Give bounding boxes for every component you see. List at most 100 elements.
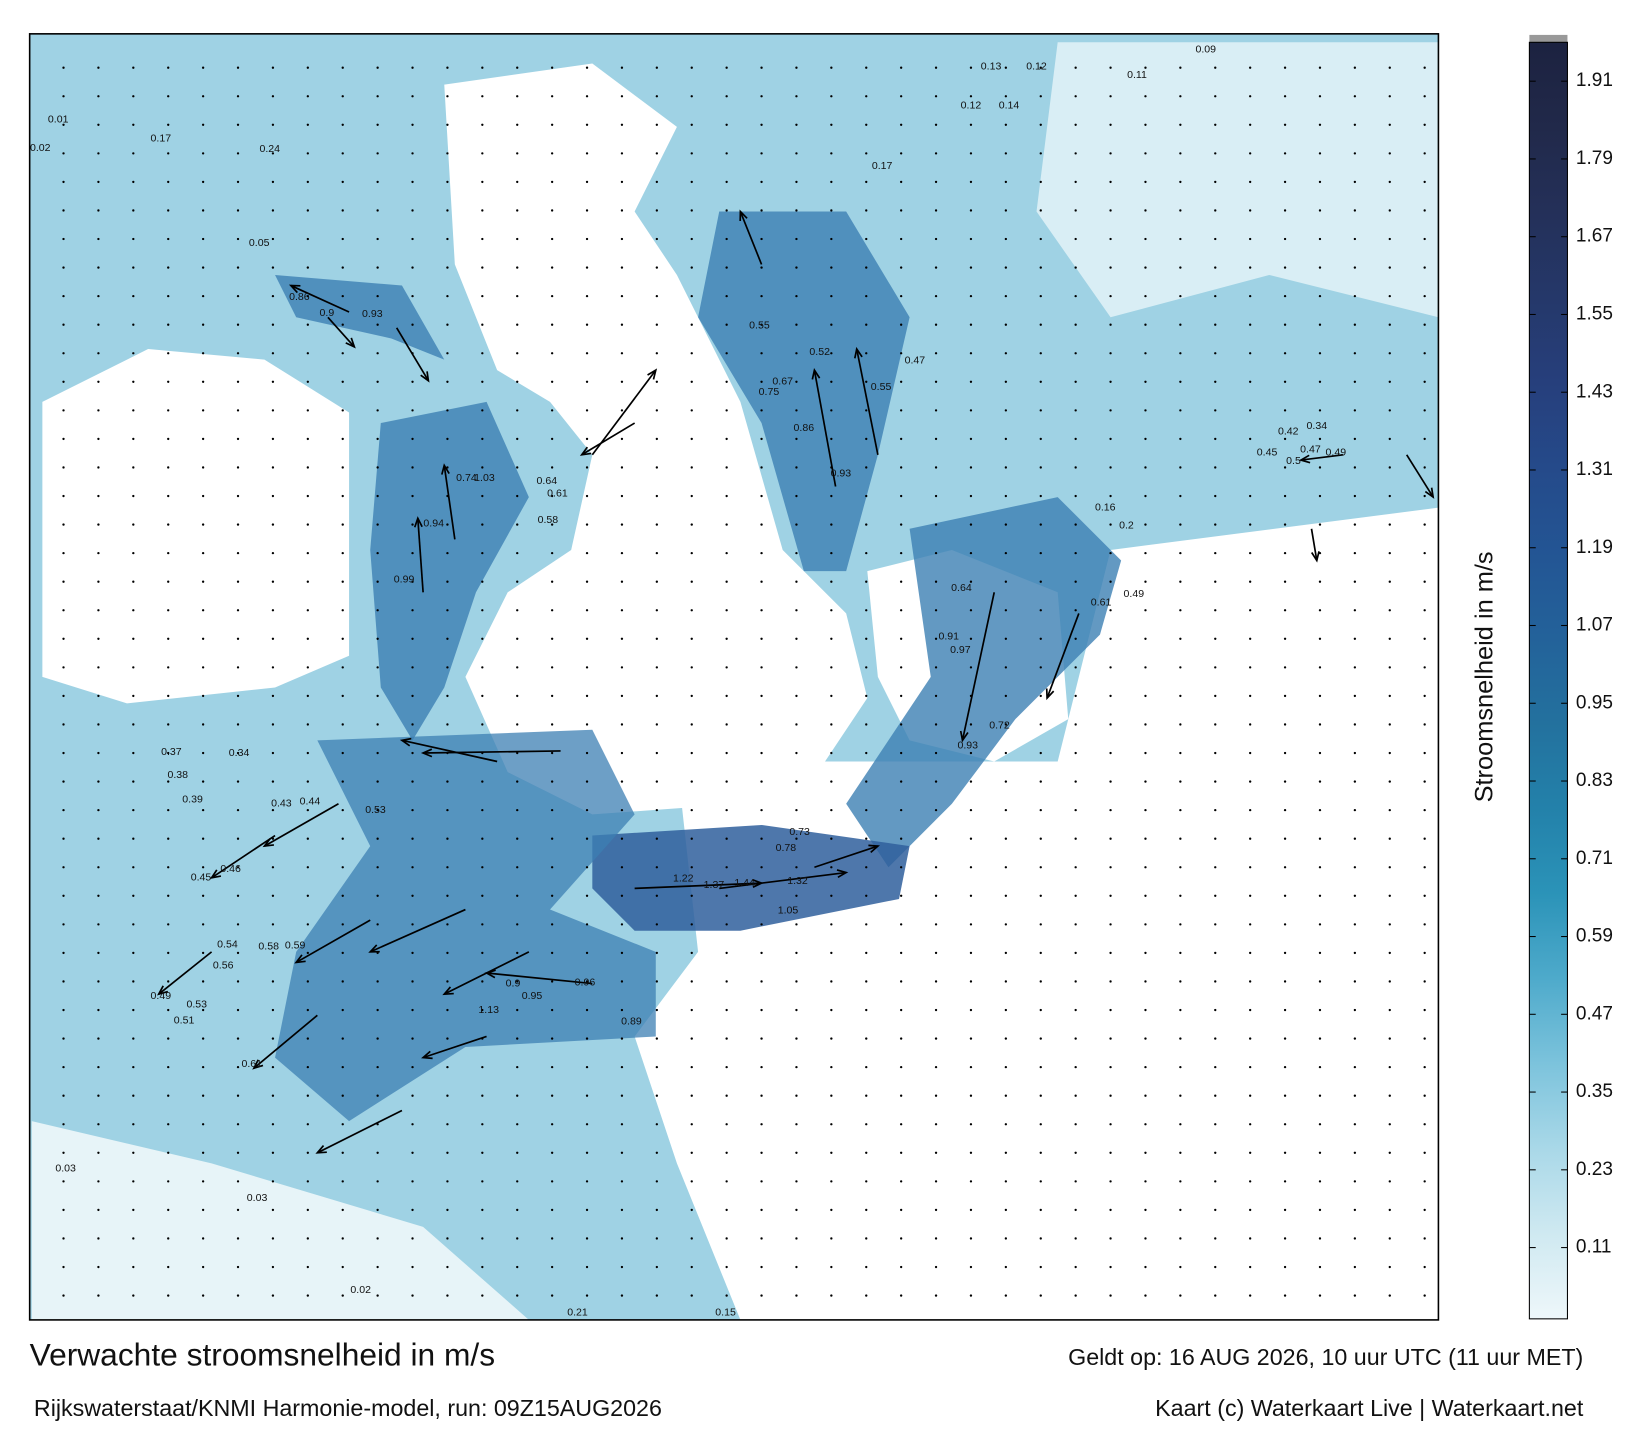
- velocity-label: 1.37: [704, 879, 725, 891]
- valid-time: Geldt op: 16 AUG 2026, 10 uur UTC (11 uu…: [1068, 1344, 1583, 1370]
- colorbar-tick-label: 1.43: [1576, 381, 1613, 402]
- velocity-label: 0.51: [174, 1014, 195, 1026]
- arrow: [369, 908, 466, 953]
- arrow: [327, 316, 355, 348]
- velocity-label: 0.47: [1300, 443, 1321, 455]
- colorbar-tick-label: 0.47: [1576, 1003, 1613, 1024]
- velocity-label: 0.49: [151, 990, 172, 1002]
- velocity-label: 0.9: [506, 977, 521, 989]
- velocity-label: 1.13: [478, 1004, 499, 1016]
- velocity-label: 0.11: [1127, 69, 1147, 81]
- velocity-label: 1.32: [787, 875, 808, 887]
- velocity-label: 0.75: [759, 386, 780, 398]
- channel: [846, 497, 1122, 868]
- map-frame: [28, 33, 1440, 1321]
- arrow-head: [868, 844, 880, 854]
- arrow: [1046, 613, 1080, 699]
- velocity-label: 0.52: [809, 346, 830, 358]
- arrow: [416, 518, 424, 593]
- colorbar-ticks: 0.11 0.23 0.35 0.47 0.59 0.71 0.83 0.95 1.07 1.19…: [1529, 70, 1613, 1258]
- arrow: [295, 919, 371, 964]
- arrow-head: [647, 368, 658, 380]
- colorbar-tick-label: 0.71: [1576, 848, 1613, 869]
- colorbar-cap: [1529, 34, 1568, 43]
- arrow: [422, 1035, 487, 1059]
- velocity-label: 0.67: [772, 376, 793, 388]
- velocity-label: 0.61: [241, 1058, 262, 1070]
- velocity-label: 0.78: [776, 842, 797, 854]
- colorbar-label: Stroomsnelheid in m/s: [1471, 551, 1499, 802]
- arrow: [253, 1014, 318, 1069]
- velocity-label: 0.02: [350, 1284, 371, 1296]
- velocity-label: 0.55: [871, 381, 892, 393]
- arrow: [1300, 453, 1344, 461]
- arrow: [401, 739, 498, 763]
- arrow: [158, 951, 213, 995]
- velocity-label: 0.9: [320, 307, 335, 319]
- arrow: [581, 422, 636, 456]
- arrow-head: [836, 869, 849, 879]
- velocity-label: 0.59: [285, 939, 306, 951]
- velocity-label: 0.89: [621, 1015, 642, 1027]
- colorbar-tick-label: 0.95: [1576, 692, 1613, 713]
- channel: [592, 824, 910, 931]
- velocity-label: 0.93: [831, 468, 852, 480]
- shallow: [1036, 42, 1439, 318]
- velocity-label: 0.05: [249, 237, 270, 249]
- colorbar-tick-label: 0.35: [1576, 1081, 1613, 1102]
- arrow-head: [345, 337, 356, 349]
- arrow-head: [413, 516, 423, 528]
- velocity-label: 0.91: [938, 630, 959, 642]
- velocity-label: 0.2: [1119, 519, 1134, 531]
- velocity-label: 0.86: [794, 422, 815, 434]
- arrow: [316, 1109, 403, 1154]
- arrow-head: [442, 986, 454, 996]
- arrow-head: [441, 463, 450, 475]
- velocity-label: 0.17: [872, 160, 893, 172]
- channel: [275, 274, 445, 360]
- arrow-head: [262, 838, 275, 848]
- velocity-label: 0.61: [1091, 597, 1112, 609]
- colorbar-tick-label: 0.83: [1576, 770, 1613, 791]
- channel: [370, 401, 529, 741]
- arrow-head: [853, 346, 863, 359]
- velocity-labels: 0.860.9 0.931.030.74 0.640.610.580.990.940…: [30, 44, 1346, 1319]
- arrow-head: [368, 944, 380, 953]
- velocity-label: 0.97: [950, 644, 971, 656]
- arrow: [395, 327, 430, 382]
- velocity-label: 0.86: [289, 291, 310, 303]
- arrow-head: [421, 1050, 433, 1060]
- velocity-label: 0.21: [567, 1306, 588, 1318]
- velocity-label: 0.42: [1278, 425, 1299, 437]
- velocity-label: 0.46: [220, 863, 241, 875]
- velocity-label: 1.22: [673, 873, 694, 885]
- velocity-label: 0.43: [271, 798, 292, 810]
- velocity-label: 0.38: [167, 769, 188, 781]
- arrow: [739, 211, 763, 265]
- velocity-label: 0.37: [161, 746, 182, 758]
- velocity-label: 0.45: [1257, 446, 1278, 458]
- arrow-head: [1310, 551, 1320, 563]
- velocity-label: 0.09: [1195, 44, 1216, 56]
- arrow-head: [579, 446, 592, 456]
- colorbar-tick-label: 1.67: [1576, 226, 1613, 247]
- arrow-head: [252, 1059, 264, 1070]
- subtitle: Rijkswaterstaat/KNMI Harmonie-model, run…: [34, 1395, 662, 1421]
- arrow-head: [484, 969, 496, 979]
- velocity-label: 0.58: [538, 514, 559, 526]
- arrow: [1405, 454, 1434, 498]
- velocity-label: 0.54: [217, 938, 238, 950]
- velocity-label: 0.99: [394, 573, 415, 585]
- arrow: [423, 750, 561, 754]
- velocity-label: 0.64: [951, 582, 972, 594]
- velocity-label: 0.24: [259, 143, 280, 155]
- grid-dots: [62, 66, 1426, 1297]
- channel: [275, 729, 656, 1122]
- arrow: [591, 369, 657, 456]
- arrow: [814, 845, 879, 869]
- velocity-label: 0.45: [191, 872, 212, 884]
- arrow-head: [1045, 688, 1055, 701]
- arrow-head: [1298, 454, 1311, 464]
- arrow: [486, 972, 593, 985]
